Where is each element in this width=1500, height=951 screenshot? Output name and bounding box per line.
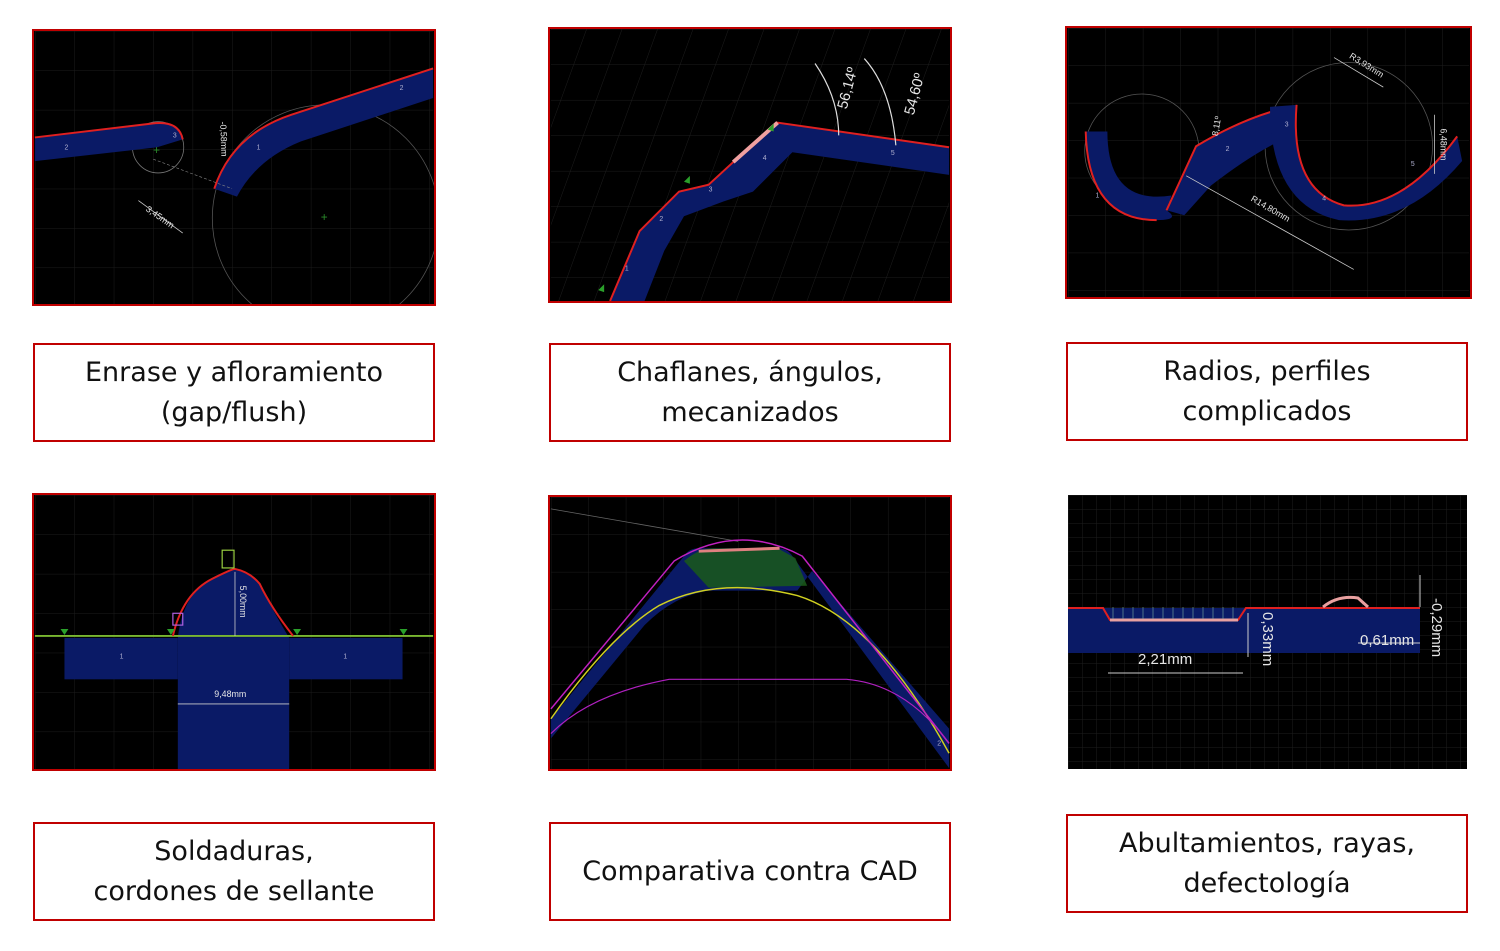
height-label: 5,00mm [238,586,248,618]
caption-cad-comparison: Comparativa contra CAD [549,822,951,921]
panel-radius-profiles: R14,80mm R3,93mm 8,11º 6,48mm 1 2 3 4 5 [1065,26,1472,299]
chamfer-profile [610,122,950,301]
gap-label: -0,58mm [218,121,229,156]
marker-box [172,612,184,626]
caption-welds-sealant: Soldaduras, cordones de sellante [33,822,435,921]
center-marker: + [153,143,160,157]
center-marker: + [321,210,328,224]
right-panel-profile [214,68,434,197]
caption-line: Radios, perfiles [1163,355,1371,387]
caption-line: Soldaduras, [154,835,314,867]
defect-scan-view: 2,21mm 0,33mm 0,61mm -0,29mm [1068,495,1467,769]
segment-label: 5 [1411,161,1415,168]
scan-profile [550,548,950,769]
base-plate-right [289,637,403,680]
caption-line: Enrase y afloramiento [85,356,383,388]
segment-label: 2 [659,216,663,223]
panel-gap-flush: 3,45mm -0,58mm 2 3 1 2 + + [32,29,436,306]
caption-radius-profiles: Radios, perfiles complicados [1066,342,1468,441]
segment-label: 2 [400,85,404,92]
angle-arc [814,63,840,136]
angle-label: 8,11º [1210,115,1223,137]
segment-label: 1 [1096,192,1100,199]
distance-label: 6,48mm [1438,129,1448,161]
radius-scan-view: R14,80mm R3,93mm 8,11º 6,48mm 1 2 3 4 5 [1067,28,1470,297]
surface-profile [1068,608,1420,653]
left-panel-profile [34,122,183,162]
weld-scan-view: 5,00mm 9,48mm 1 1 [34,495,434,769]
radius-profile-middle [1166,106,1290,216]
segment-label: 4 [763,155,767,162]
caption-line: cordones de sellante [93,875,375,907]
bump-height-label: -0,29mm [1428,598,1445,657]
defect-depth-label: 0,33mm [1259,612,1276,666]
segment-label: 5 [891,150,895,157]
radius-profile-left [1085,131,1173,221]
segment-label: 2 [64,144,68,151]
caption-line: Comparativa contra CAD [582,855,918,887]
defect-width-label: 2,21mm [1138,651,1192,668]
caption-defects: Abultamientos, rayas, defectología [1066,814,1468,913]
caption-line: Chaflanes, ángulos, [617,356,883,388]
bump-width-label: 0,61mm [1360,632,1414,649]
panel-cad-comparison: 2 [548,495,952,771]
width-label: 9,48mm [214,689,246,699]
chamfer-scan-view: 56,14º 54,60º 1 2 3 4 5 [550,29,950,301]
segment-label: 1 [625,265,629,272]
segment-label: 3 [1285,122,1289,129]
caption-line: defectología [1183,867,1351,899]
cad-nominal-curve [550,586,950,754]
caption-chamfer-angles: Chaflanes, ángulos, mecanizados [549,343,951,442]
segment-label: 1 [120,654,124,661]
segment-label: 4 [1322,195,1326,202]
segment-label: 1 [257,144,261,151]
panel-welds-sealant: 5,00mm 9,48mm 1 1 [32,493,436,771]
marker-box [221,549,235,569]
panel-defects: 2,21mm 0,33mm 0,61mm -0,29mm [1068,495,1467,769]
segment-label: 1 [343,654,347,661]
caption-line: mecanizados [661,396,839,428]
cad-comparison-view: 2 [550,497,950,769]
base-plate-left [64,637,178,680]
panel-chamfer-angles: 56,14º 54,60º 1 2 3 4 5 [548,27,952,303]
caption-line: (gap/flush) [160,396,308,428]
angle-arc [863,58,897,146]
segment-label: 3 [173,132,177,139]
segment-label: 3 [709,187,713,194]
weld-bead [177,568,290,638]
cad-tolerance-curve [550,539,950,744]
weld-base [177,637,290,769]
caption-line: Abultamientos, rayas, [1118,827,1416,859]
gap-flush-scan-view: 3,45mm -0,58mm 2 3 1 2 + + [34,31,434,304]
caption-gap-flush: Enrase y afloramiento (gap/flush) [33,343,435,442]
segment-label: 2 [1226,146,1230,153]
deviation-region [683,548,808,588]
caption-line: complicados [1182,395,1352,427]
segment-label: 2 [937,740,941,747]
